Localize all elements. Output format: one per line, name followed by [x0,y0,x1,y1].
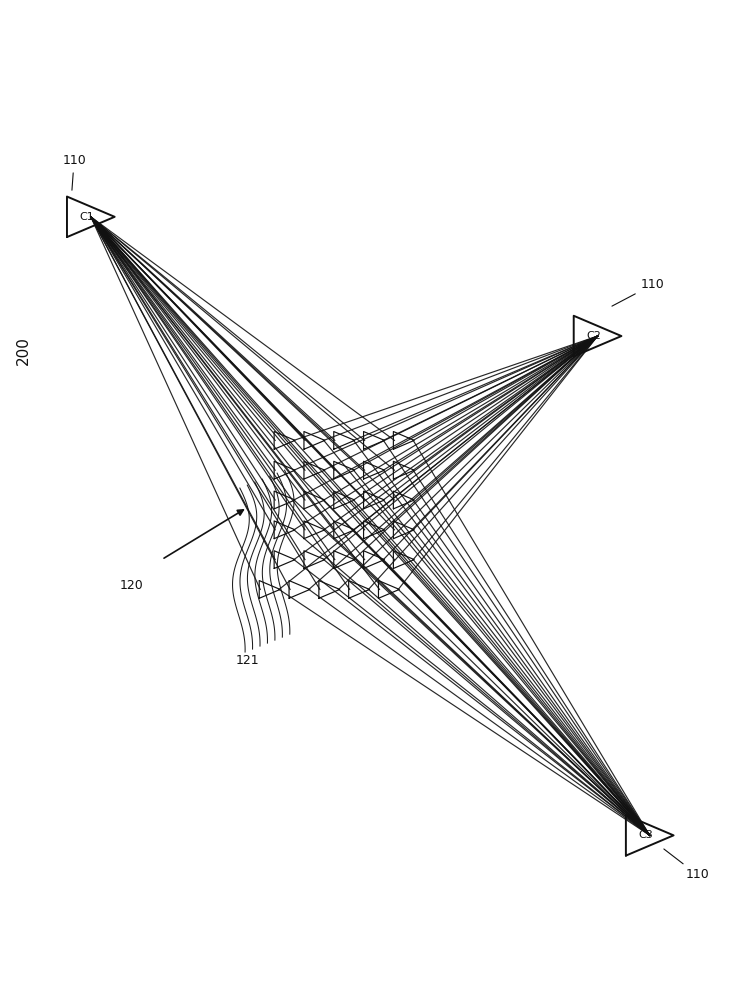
Text: 110: 110 [612,278,664,306]
Text: 110: 110 [62,154,86,190]
Text: C2: C2 [586,331,601,341]
Text: 121: 121 [236,654,259,667]
Text: C3: C3 [639,830,654,840]
Text: 200: 200 [16,337,31,365]
Text: 120: 120 [120,579,144,592]
Text: C1: C1 [80,212,94,222]
Text: 110: 110 [664,849,709,881]
